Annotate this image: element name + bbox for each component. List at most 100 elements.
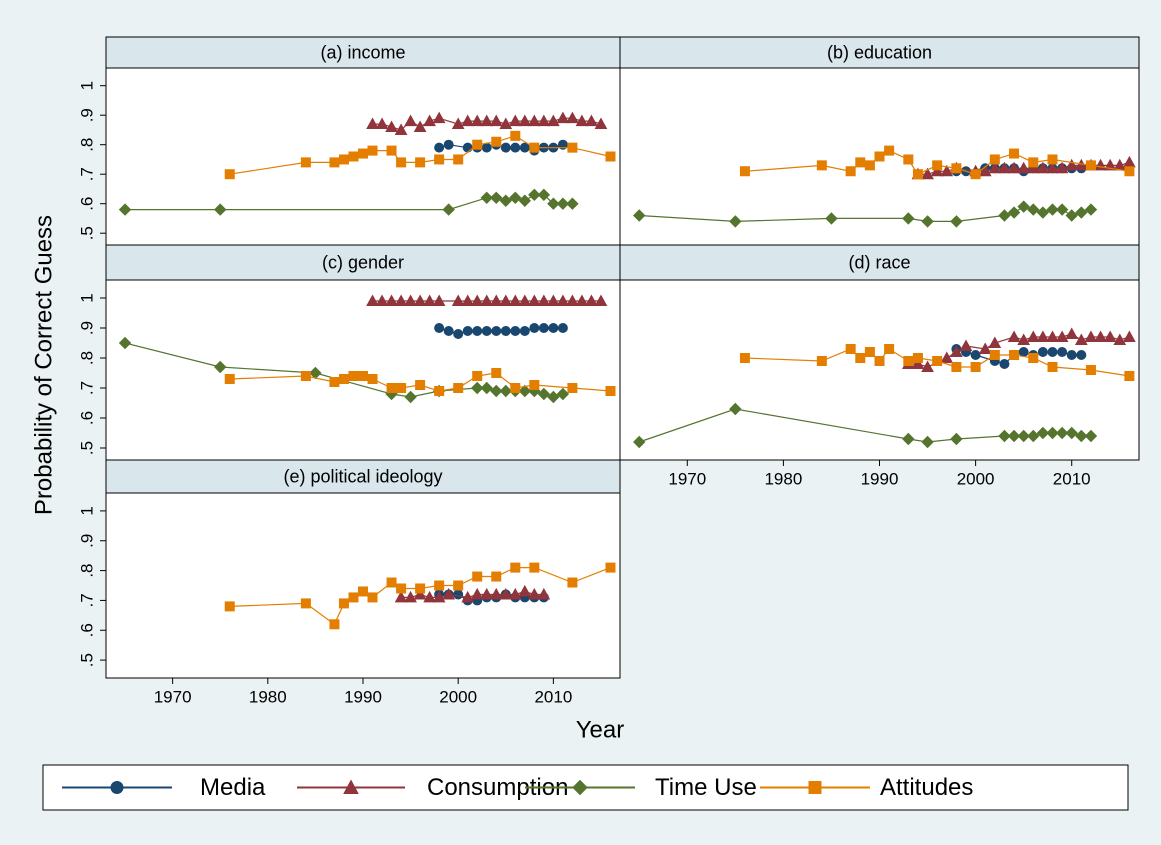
marker (394, 294, 408, 306)
panel-title: (b) education (827, 42, 932, 62)
marker (510, 130, 521, 141)
panel-title: (d) race (848, 252, 910, 272)
marker (1074, 333, 1088, 345)
marker (1065, 158, 1079, 171)
marker (940, 351, 954, 363)
marker (214, 360, 227, 374)
marker (567, 577, 578, 588)
marker (453, 329, 464, 339)
marker (499, 117, 513, 130)
marker (633, 435, 646, 449)
marker (951, 163, 962, 174)
series-line (639, 206, 1092, 223)
y-tick-label: .9 (77, 321, 96, 335)
x-tick-label: 1970 (668, 469, 706, 488)
panel-header (619, 244, 1140, 281)
marker (500, 142, 511, 153)
marker (556, 197, 570, 210)
marker (988, 161, 1002, 174)
legend-marker (343, 779, 359, 794)
marker (951, 362, 962, 372)
marker (1084, 429, 1098, 443)
marker (509, 191, 522, 205)
marker (375, 117, 389, 130)
marker (508, 294, 522, 306)
marker (472, 371, 483, 381)
marker (480, 381, 493, 395)
marker (557, 323, 568, 333)
x-tick-label: 2010 (534, 687, 572, 706)
x-tick-label: 2000 (439, 687, 477, 706)
marker (1055, 161, 1069, 174)
panel-header (105, 36, 621, 69)
marker (338, 598, 349, 609)
marker (529, 323, 540, 333)
marker (930, 164, 944, 177)
marker (1009, 350, 1020, 360)
marker (396, 157, 407, 168)
plot-area (105, 279, 621, 461)
marker (367, 145, 378, 156)
y-tick-label: .9 (77, 108, 96, 122)
marker (396, 383, 407, 393)
marker (959, 339, 973, 351)
x-tick-label: 1980 (764, 469, 802, 488)
marker (453, 154, 464, 165)
marker (950, 432, 963, 446)
marker (989, 350, 1000, 360)
marker (118, 203, 132, 216)
marker (1094, 330, 1107, 342)
marker (434, 323, 445, 333)
marker (224, 374, 235, 384)
marker (470, 114, 484, 127)
marker (385, 120, 398, 132)
marker (489, 114, 503, 127)
marker (470, 294, 484, 306)
marker (970, 350, 981, 360)
marker (1085, 365, 1096, 375)
marker (510, 142, 521, 153)
marker (462, 142, 473, 153)
marker (739, 353, 750, 363)
marker (950, 215, 963, 228)
marker (547, 114, 560, 127)
y-tick-label: 1 (77, 506, 96, 515)
marker (481, 326, 492, 336)
marker (999, 359, 1010, 369)
y-tick-label: 1 (77, 293, 96, 302)
legend-marker (572, 779, 588, 796)
marker (1026, 330, 1040, 342)
marker (884, 145, 895, 156)
marker (366, 117, 379, 130)
marker (386, 383, 397, 393)
marker (605, 151, 616, 162)
marker (415, 157, 426, 168)
marker (1037, 347, 1048, 357)
marker (556, 294, 570, 306)
marker (415, 380, 426, 390)
marker (529, 562, 540, 573)
legend-marker (808, 781, 822, 794)
marker (499, 294, 513, 306)
marker (547, 294, 560, 306)
marker (451, 294, 465, 306)
marker (739, 166, 750, 177)
marker (1036, 426, 1050, 440)
marker (528, 188, 541, 202)
marker (1018, 347, 1029, 357)
marker (1124, 371, 1135, 381)
marker (902, 432, 915, 446)
y-tick-label: .6 (77, 411, 96, 425)
marker (404, 390, 417, 404)
marker (537, 188, 551, 202)
marker (1066, 350, 1077, 360)
marker (556, 111, 570, 124)
marker (1055, 330, 1069, 342)
marker (1027, 429, 1040, 443)
marker (1055, 203, 1069, 216)
marker (1007, 206, 1021, 219)
marker (527, 587, 541, 600)
legend-label: Time Use (655, 774, 757, 801)
marker (1046, 330, 1059, 342)
marker (547, 197, 560, 210)
